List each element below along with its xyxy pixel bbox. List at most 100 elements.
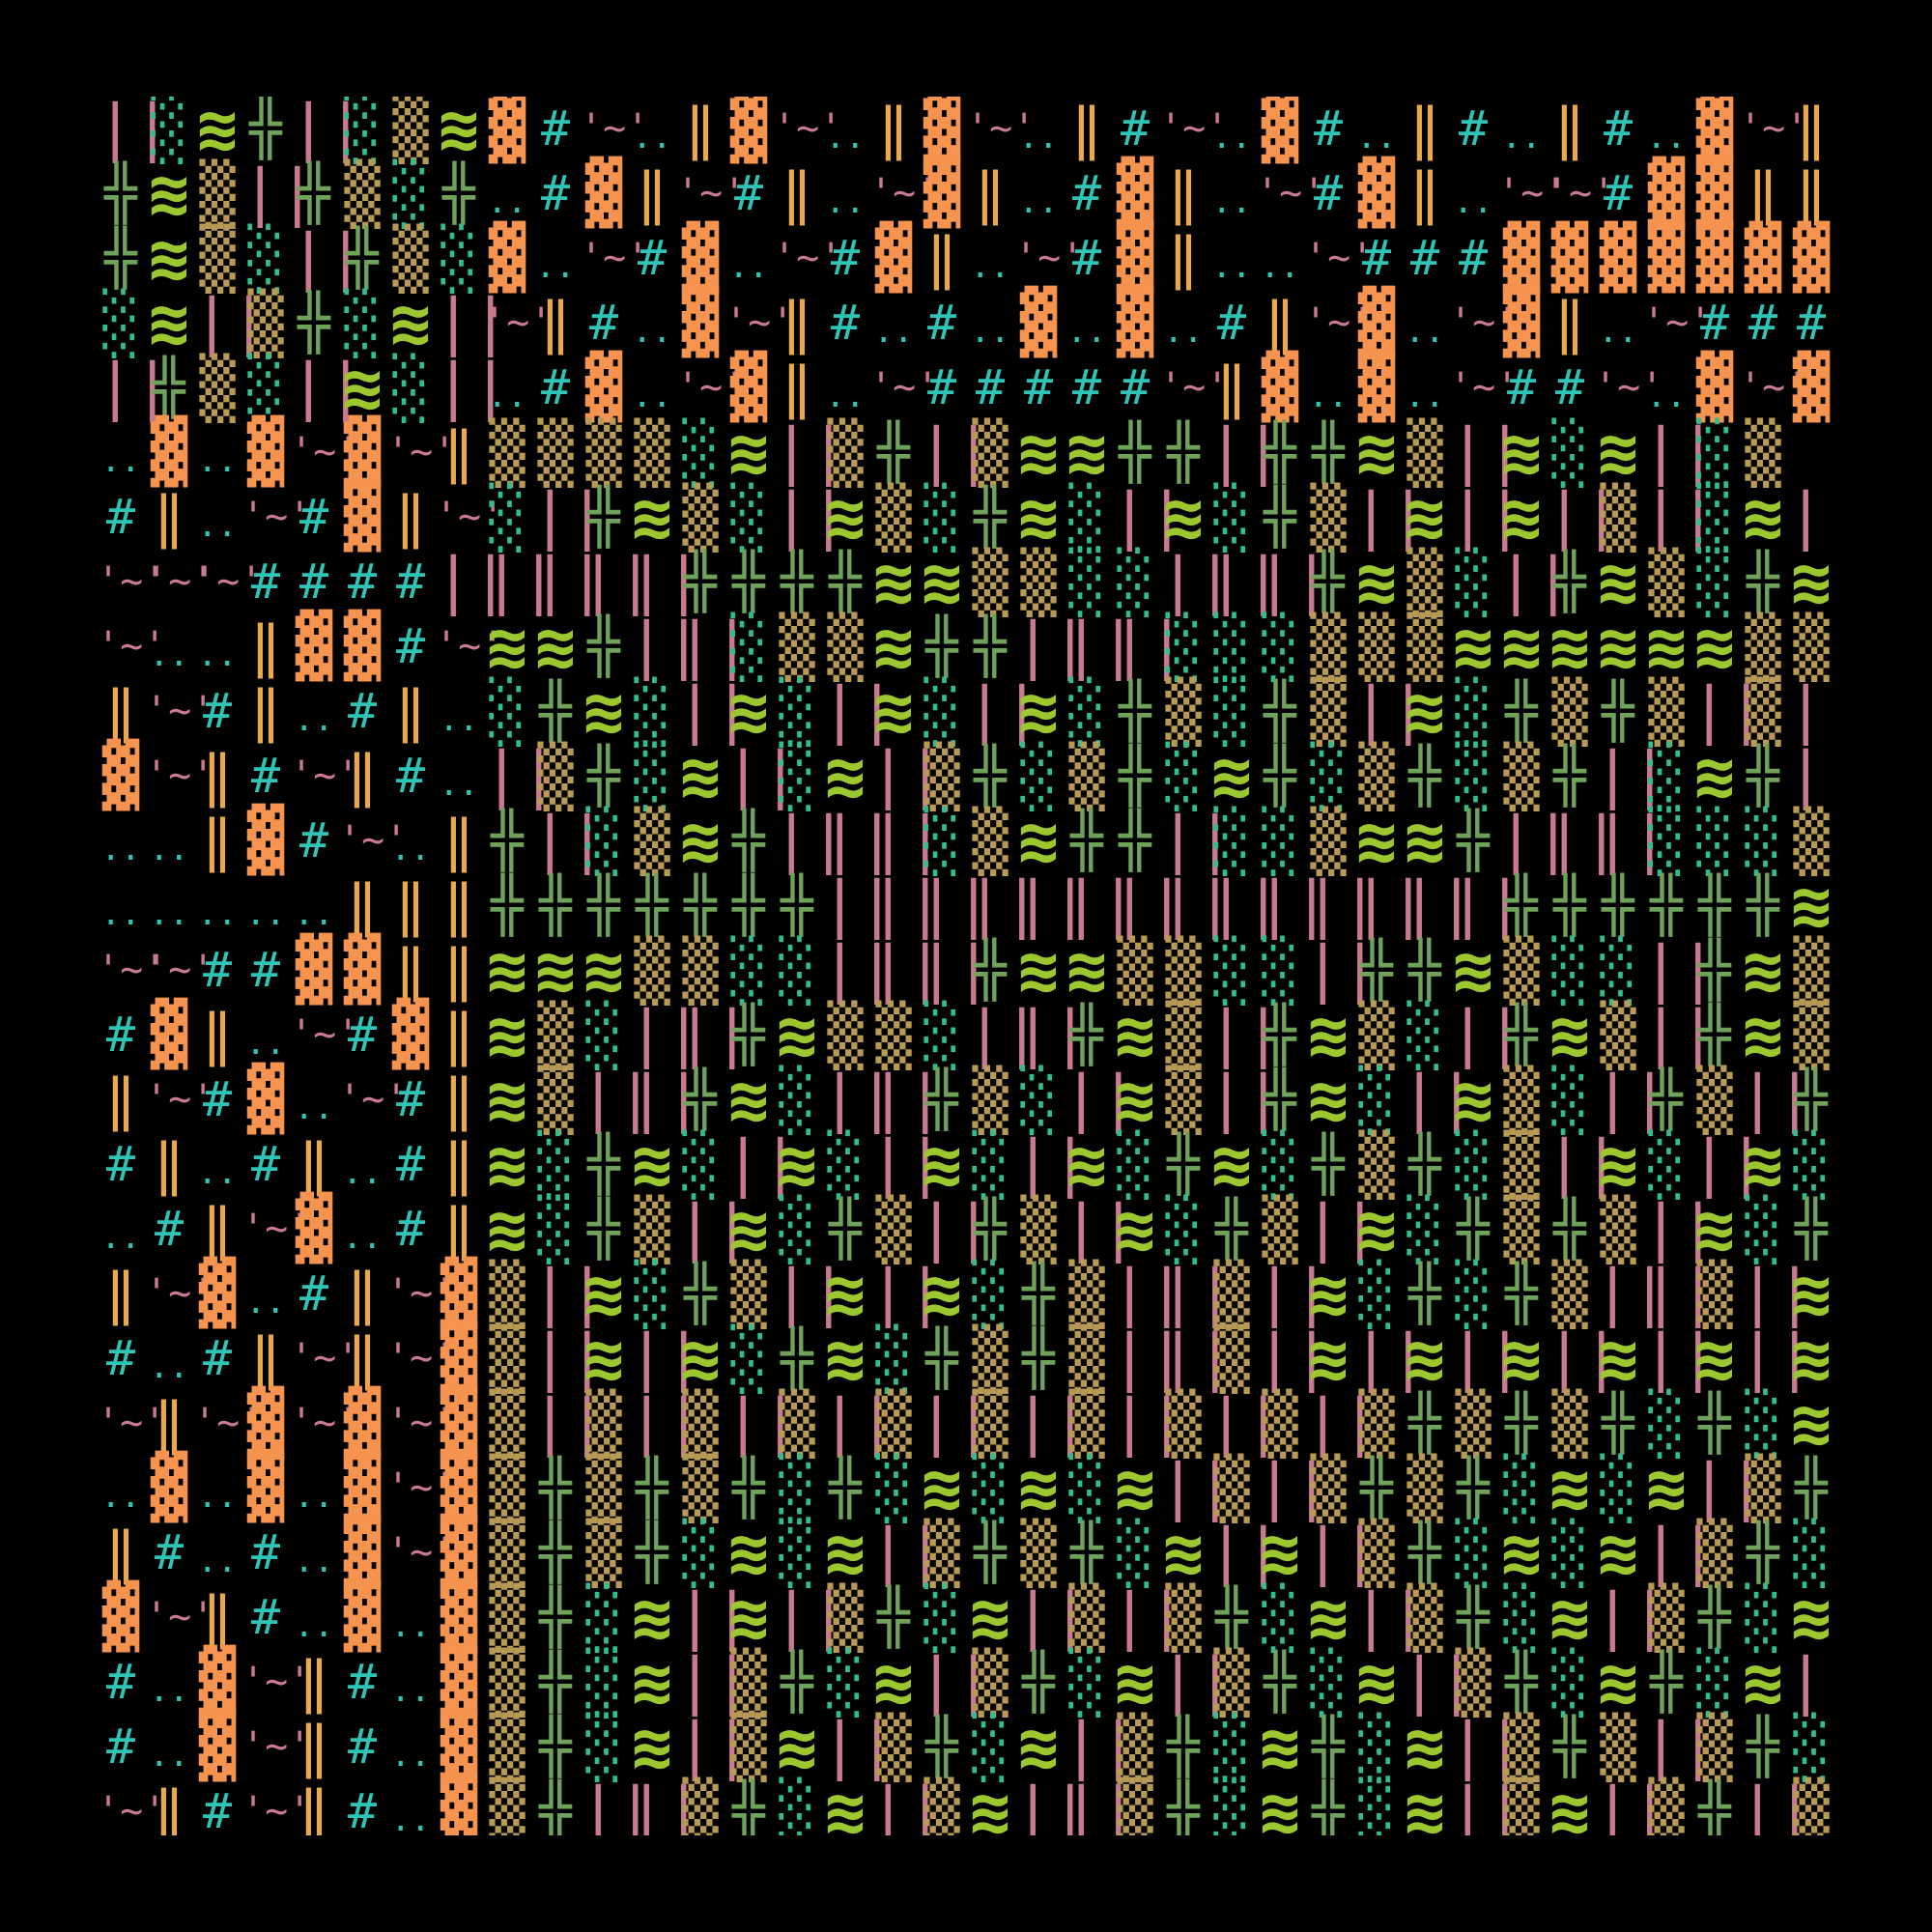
orange-block-glyph: ▓: [1599, 222, 1637, 294]
shade-glyph: ▒: [537, 417, 574, 488]
pipes-glyph: ||: [724, 1128, 800, 1200]
shade-glyph: ▒: [1165, 1000, 1202, 1070]
pipes-glyph: ||: [1449, 1322, 1524, 1394]
hash-glyph: #: [105, 1007, 136, 1063]
pipes-glyph: ||: [1594, 1064, 1669, 1135]
pipes-glyph: ||: [821, 1711, 896, 1782]
orange-block-glyph: ▓: [246, 805, 285, 876]
dotted-shade-glyph: ░: [1551, 935, 1588, 1006]
wave-glyph: ≋: [1355, 801, 1398, 880]
orange-block-glyph: ▓: [101, 740, 140, 811]
wave-glyph: ≋: [921, 1254, 963, 1333]
wave-glyph: ≋: [486, 930, 528, 1009]
hash-glyph: #: [540, 359, 571, 415]
wave-glyph: ≋: [1307, 1254, 1350, 1333]
hash-glyph: #: [347, 1719, 378, 1775]
wave-glyph: ≋: [486, 1189, 528, 1268]
wave-glyph: ≋: [148, 283, 190, 362]
dotted-shade-glyph: ░: [972, 1259, 1009, 1329]
cross-glyph: ╬: [1119, 810, 1151, 872]
cross-glyph: ╬: [1119, 745, 1151, 808]
dotted-shade-glyph: ░: [1310, 1647, 1347, 1718]
dotted-shade-glyph: ░: [1696, 806, 1733, 876]
tilde-glyph: '~': [193, 1401, 264, 1445]
shade-glyph: ▒: [875, 1194, 912, 1264]
wave-glyph: ≋: [486, 995, 528, 1074]
shade-glyph: ▒: [489, 417, 526, 488]
tilde-glyph: '~': [97, 1789, 167, 1833]
dotted-shade-glyph: ░: [1358, 1065, 1395, 1135]
dotted-shade-glyph: ░: [730, 935, 767, 1006]
wave-glyph: ≋: [1114, 1448, 1156, 1527]
pipes-glyph: ||: [869, 740, 945, 811]
shade-glyph: ▒: [1503, 1194, 1540, 1264]
pipes-glyph: ||: [869, 869, 945, 941]
dotted-shade-glyph: ░: [1793, 1518, 1830, 1588]
wave-glyph: ≋: [1404, 1319, 1446, 1398]
pipes-glyph: ||: [1014, 611, 1090, 682]
pipes-glyph: ||: [1063, 1064, 1138, 1135]
dotted-shade-glyph: ░: [1262, 611, 1298, 682]
dotted-shade-glyph: ░: [682, 1518, 719, 1588]
dotted-shade-glyph: ░: [1165, 741, 1202, 811]
tilde-glyph: '~': [290, 1336, 360, 1380]
dots-glyph: ..: [100, 895, 141, 933]
wave-glyph: ≋: [1742, 930, 1784, 1009]
wave-glyph: ≋: [824, 1254, 867, 1333]
double-bar-glyph: ‖: [349, 872, 376, 938]
orange-block-glyph: ▓: [246, 1064, 285, 1135]
wave-glyph: ≋: [1210, 1124, 1253, 1204]
orange-block-glyph: ▓: [1792, 222, 1831, 294]
wave-glyph: ≋: [824, 1513, 867, 1592]
shade-glyph: ▒: [1213, 1323, 1250, 1394]
hash-glyph: #: [250, 1136, 281, 1192]
orange-block-glyph: ▓: [1647, 157, 1686, 229]
hash-glyph: #: [154, 1524, 185, 1580]
orange-block-glyph: ▓: [1695, 352, 1734, 423]
dotted-shade-glyph: ░: [730, 1323, 767, 1394]
cross-glyph: ╬: [974, 1198, 1007, 1261]
orange-block-glyph: ▓: [343, 1517, 382, 1588]
wave-glyph: ≋: [824, 1772, 867, 1835]
shade-glyph: ▒: [779, 611, 815, 682]
tilde-glyph: '~': [724, 300, 795, 345]
orange-block-glyph: ▓: [1116, 222, 1154, 294]
wave-glyph: ≋: [1259, 1707, 1301, 1786]
shade-glyph: ▒: [1648, 676, 1685, 747]
pipes-glyph: ||: [1063, 1711, 1138, 1782]
double-bar-glyph: ‖: [880, 97, 907, 161]
tilde-glyph: '~': [773, 106, 843, 151]
dotted-shade-glyph: ░: [779, 676, 815, 747]
orange-block-glyph: ▓: [1357, 352, 1396, 423]
double-bar-glyph: ‖: [1556, 290, 1583, 355]
wave-glyph: ≋: [1114, 1189, 1156, 1268]
dotted-shade-glyph: ░: [1213, 482, 1250, 553]
dots-glyph: ..: [970, 247, 1010, 286]
tilde-glyph: '~': [97, 559, 167, 604]
shade-glyph: ▒: [1213, 1453, 1250, 1523]
dots-glyph: ..: [342, 1153, 383, 1192]
wave-glyph: ≋: [389, 283, 432, 362]
pipes-glyph: ||: [483, 740, 558, 811]
shade-glyph: ▒: [1310, 611, 1347, 682]
pipes-glyph: ||: [628, 611, 703, 682]
dotted-shade-glyph: ░: [1551, 417, 1588, 488]
cross-glyph: ╬: [539, 1716, 572, 1778]
dots-glyph: ..: [149, 830, 189, 868]
wave-glyph: ≋: [1500, 607, 1543, 686]
dotted-shade-glyph: ░: [1648, 741, 1685, 811]
tilde-glyph: '~': [1449, 300, 1520, 345]
wave-glyph: ≋: [1790, 542, 1833, 621]
cross-glyph: ╬: [104, 162, 137, 225]
dots-glyph: ..: [1163, 312, 1204, 351]
wave-glyph: ≋: [824, 1319, 867, 1398]
hash-glyph: #: [250, 1589, 281, 1645]
orange-block-glyph: ▓: [391, 999, 430, 1070]
wave-glyph: ≋: [679, 736, 722, 815]
pipes-glyph: ||: [1401, 869, 1476, 941]
pipes-glyph: ||: [1546, 481, 1621, 553]
pipes-glyph: ||: [1594, 1776, 1669, 1836]
tilde-glyph: '~': [290, 1401, 360, 1445]
shade-glyph: ▒: [682, 1776, 719, 1835]
orange-block-glyph: ▓: [198, 1711, 237, 1782]
